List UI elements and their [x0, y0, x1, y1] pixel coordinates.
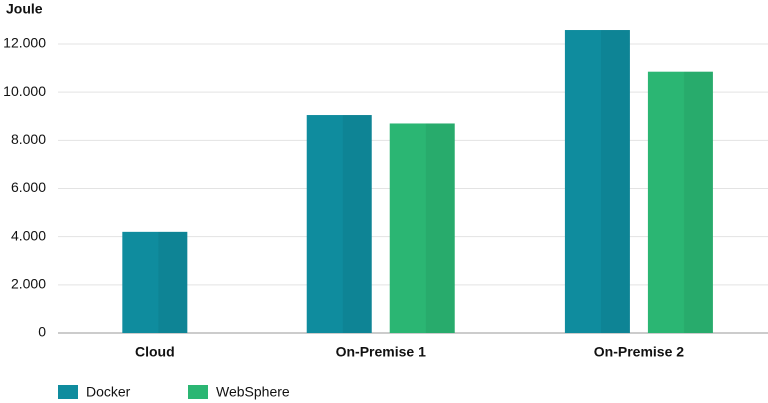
y-tick-label: 10.000: [3, 83, 46, 99]
y-tick-label: 6.000: [11, 179, 46, 195]
legend-label: Docker: [86, 384, 131, 400]
bar-sheen: [389, 123, 455, 333]
y-axis-label: Joule: [6, 1, 43, 17]
y-tick-label: 2.000: [11, 276, 46, 292]
legend-swatch: [188, 385, 208, 399]
x-tick-label: On-Premise 2: [594, 344, 684, 360]
x-tick-label: Cloud: [135, 344, 175, 360]
bar-sheen: [122, 231, 188, 333]
bar-sheen: [306, 115, 372, 333]
x-tick-label: On-Premise 1: [336, 344, 426, 360]
bar-sheen: [564, 30, 630, 333]
legend-label: WebSphere: [216, 384, 290, 400]
y-tick-label: 12.000: [3, 35, 46, 51]
y-tick-label: 0: [38, 324, 46, 340]
y-tick-label: 4.000: [11, 227, 46, 243]
legend-swatch: [58, 385, 78, 399]
bar-sheen: [647, 71, 713, 333]
y-tick-label: 8.000: [11, 131, 46, 147]
